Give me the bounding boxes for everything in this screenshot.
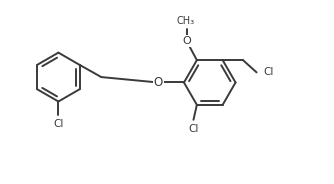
- Text: O: O: [182, 36, 191, 46]
- Text: O: O: [154, 76, 163, 89]
- Text: CH₃: CH₃: [176, 16, 194, 26]
- Text: Cl: Cl: [53, 119, 63, 129]
- Text: Cl: Cl: [264, 67, 274, 77]
- Text: Cl: Cl: [188, 124, 199, 134]
